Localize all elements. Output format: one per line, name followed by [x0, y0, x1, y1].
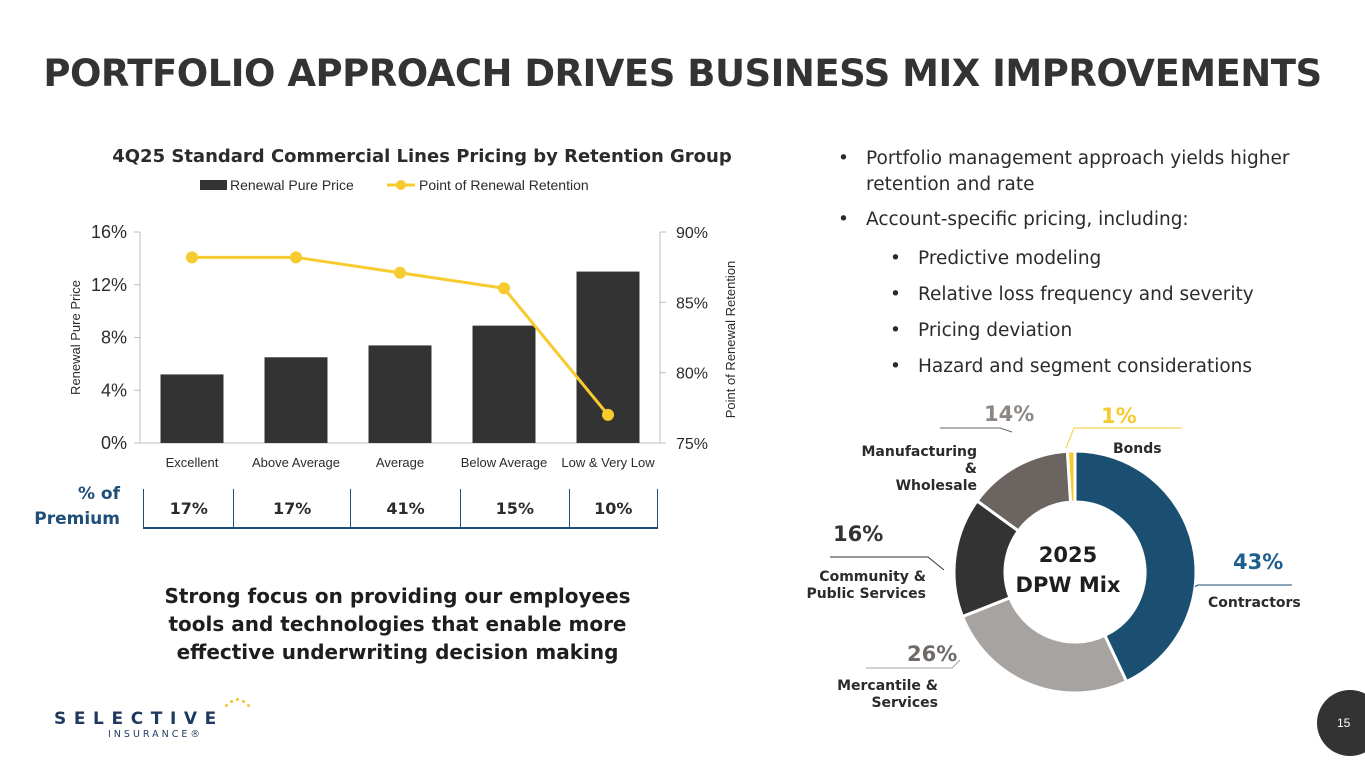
page-number: 15: [1317, 690, 1365, 756]
premium-cell-low: 10%: [568, 489, 658, 527]
left-tick-label: 16%: [91, 222, 127, 242]
leader-contractors: [1184, 584, 1292, 593]
sub-bullet-predictive: Predictive modeling: [890, 246, 1358, 272]
right-tick-label: 85%: [676, 295, 708, 312]
left-tick-label: 0%: [101, 433, 127, 453]
retention-point-3: [498, 282, 510, 295]
retention-point-2: [394, 266, 406, 279]
label-community-line2: Public Services: [806, 586, 926, 602]
bullet-portfolio: Portfolio management approach yields hig…: [838, 146, 1358, 198]
sub-bullet-hazard: Hazard and segment considerations: [890, 354, 1358, 380]
bar-2: [368, 345, 432, 443]
pct-manufacturing: 14%: [984, 402, 1035, 426]
legend-bar-label: Renewal Pure Price: [230, 177, 354, 193]
legend-bar-swatch: [200, 180, 227, 190]
legend-line-label: Point of Renewal Retention: [419, 177, 589, 193]
label-bonds: Bonds: [1113, 441, 1162, 457]
label-community-line1: Community &: [819, 569, 926, 585]
premium-cell-below-average: 15%: [460, 489, 568, 527]
x-tick-label: Below Average: [461, 455, 548, 470]
pct-community: 16%: [833, 522, 884, 546]
donut-slice-4: [1065, 450, 1077, 504]
retention-point-0: [186, 251, 198, 264]
left-axis-title: Renewal Pure Price: [68, 280, 83, 395]
x-tick-label: Low & Very Low: [561, 455, 655, 470]
x-tick-label: Above Average: [252, 455, 340, 470]
right-tick-label: 75%: [676, 436, 708, 453]
label-manufacturing: Manufacturing & Wholesale: [847, 444, 978, 495]
premium-table: 17% 17% 41% 15% 10%: [143, 489, 658, 529]
pricing-retention-chart: Renewal Pure Price Point of Renewal Reten…: [68, 177, 738, 470]
pct-contractors: 43%: [1233, 550, 1284, 574]
right-tick-label: 90%: [676, 225, 708, 242]
logo-subtext: INSURANCE®: [108, 729, 203, 740]
premium-label: % of Premium: [16, 482, 120, 532]
left-tick-label: 4%: [101, 380, 127, 400]
donut-center-line2: DPW Mix: [1015, 573, 1121, 597]
x-tick-label: Excellent: [166, 455, 219, 470]
pct-bonds: 1%: [1101, 404, 1137, 428]
bullet-list: Portfolio management approach yields hig…: [838, 146, 1358, 390]
label-mercantile-line2: Services: [871, 695, 938, 711]
sub-bullet-loss: Relative loss frequency and severity: [890, 282, 1358, 308]
premium-label-line2: Premium: [34, 509, 120, 529]
slide-title: PORTFOLIO APPROACH DRIVES BUSINESS MIX I…: [43, 52, 1322, 95]
pct-mercantile: 26%: [907, 642, 958, 666]
label-mercantile-line1: Mercantile &: [837, 678, 938, 694]
bar-1: [264, 357, 328, 443]
sub-bullet-deviation: Pricing deviation: [890, 318, 1358, 344]
label-manufacturing-line2: Wholesale: [895, 478, 977, 494]
retention-point-1: [290, 251, 302, 264]
logo-wordmark: SELECTIVE: [54, 709, 224, 729]
x-tick-label: Average: [376, 455, 424, 470]
leader-manufacturing: [940, 427, 1013, 433]
label-contractors: Contractors: [1208, 595, 1301, 611]
donut-center-line1: 2025: [1038, 543, 1098, 567]
bullet-account-pricing: Account-specific pricing, including:: [838, 207, 1358, 233]
focus-statement: Strong focus on providing our employees …: [164, 584, 631, 664]
premium-cell-above-average: 17%: [233, 489, 349, 527]
donut-center-label: 2025 DPW Mix: [1003, 540, 1133, 600]
logo-dots-icon: [225, 698, 250, 708]
premium-cell-excellent: 17%: [143, 489, 233, 527]
bar-0: [160, 374, 224, 443]
label-mercantile: Mercantile & Services: [808, 678, 938, 712]
left-tick-label: 12%: [91, 275, 127, 295]
label-manufacturing-line1: Manufacturing &: [861, 444, 978, 477]
dpw-mix-donut: [955, 450, 1195, 695]
donut-slice-1: [960, 595, 1129, 695]
left-tick-label: 8%: [101, 328, 127, 348]
legend-line-marker: [396, 180, 406, 190]
selective-logo: SELECTIVE INSURANCE®: [54, 698, 250, 750]
bar-3: [472, 325, 536, 443]
premium-cell-average: 41%: [349, 489, 460, 527]
right-tick-label: 80%: [676, 366, 708, 383]
donut-slice-0: [1073, 450, 1195, 684]
retention-point-4: [602, 408, 614, 421]
chart-title: 4Q25 Standard Commercial Lines Pricing b…: [112, 146, 732, 167]
right-axis-title: Point of Renewal Retention: [723, 261, 738, 419]
label-community: Community & Public Services: [796, 569, 926, 603]
premium-label-line1: % of: [77, 484, 120, 504]
